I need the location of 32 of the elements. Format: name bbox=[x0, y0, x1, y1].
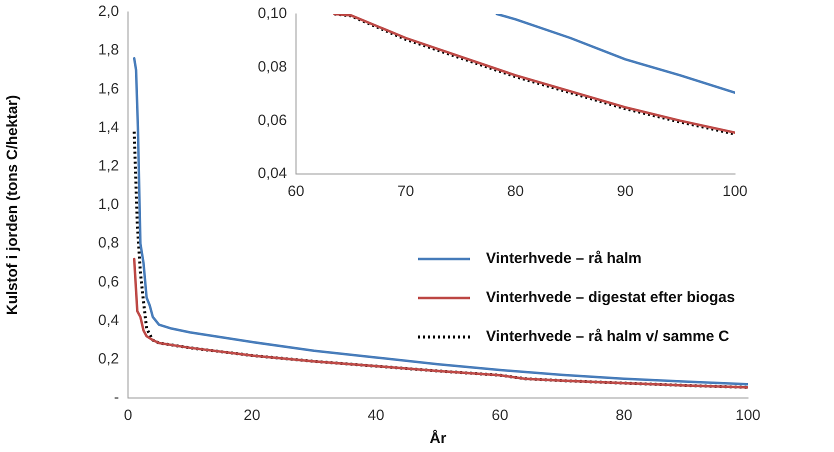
legend-label: Vinterhvede – rå halm bbox=[486, 250, 642, 268]
x-tick-label: 60 bbox=[288, 183, 304, 200]
y-tick-label: 1,4 bbox=[98, 118, 119, 136]
x-axis-title: År bbox=[430, 429, 446, 448]
y-axis-title: Kulstof i jorden (tons C/hektar) bbox=[4, 94, 22, 316]
x-tick-label: 20 bbox=[244, 407, 260, 424]
y-tick-label: 0,8 bbox=[98, 234, 119, 252]
y-tick-label: 1,8 bbox=[98, 42, 119, 59]
y-tick-label: 0,2 bbox=[98, 350, 119, 368]
y-tick-label: - bbox=[114, 389, 119, 406]
x-tick-label: 60 bbox=[492, 407, 508, 424]
x-tick-label: 90 bbox=[616, 183, 634, 200]
x-tick-label: 100 bbox=[722, 183, 748, 200]
legend-label: Vinterhvede – digestat efter biogas bbox=[486, 289, 735, 306]
x-tick-label: 80 bbox=[507, 183, 524, 200]
line-series bbox=[132, 130, 748, 389]
x-tick-label: 80 bbox=[616, 407, 632, 424]
y-tick-label: 2,0 bbox=[98, 3, 119, 20]
y-tick-label: 0,4 bbox=[98, 312, 119, 329]
y-tick-label: 0,08 bbox=[258, 58, 287, 76]
x-tick-label: 40 bbox=[368, 407, 384, 424]
y-tick-label: 1,0 bbox=[98, 196, 119, 214]
x-tick-label: 100 bbox=[735, 407, 761, 424]
legend-label: Vinterhvede – rå halm v/ samme C bbox=[486, 328, 730, 346]
y-tick-label: 1,2 bbox=[98, 158, 119, 175]
x-tick-label: 0 bbox=[124, 407, 132, 424]
x-tick-label: 70 bbox=[397, 183, 414, 200]
y-tick-label: 0,06 bbox=[258, 112, 287, 129]
y-tick-label: 0,6 bbox=[98, 273, 119, 290]
y-tick-label: 0,10 bbox=[258, 5, 287, 22]
y-tick-label: 0,04 bbox=[258, 165, 287, 182]
y-tick-label: 1,6 bbox=[98, 80, 119, 98]
